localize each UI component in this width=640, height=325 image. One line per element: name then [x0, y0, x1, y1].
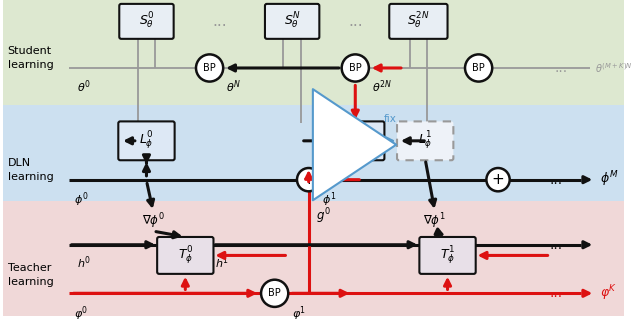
- FancyBboxPatch shape: [119, 4, 173, 39]
- Text: $\theta^{0}$: $\theta^{0}$: [77, 79, 90, 95]
- Text: DLN
learning: DLN learning: [8, 158, 53, 182]
- Bar: [3, 201, 624, 316]
- FancyBboxPatch shape: [118, 122, 175, 160]
- Text: $\phi^{0}$: $\phi^{0}$: [74, 190, 88, 209]
- Text: $\varphi^{0}$: $\varphi^{0}$: [74, 304, 88, 323]
- Bar: [3, 105, 624, 201]
- Text: ...: ...: [550, 238, 563, 252]
- Text: Student
learning: Student learning: [8, 46, 53, 70]
- Text: ...: ...: [212, 14, 227, 29]
- Text: fix: fix: [384, 114, 397, 124]
- Circle shape: [196, 54, 223, 82]
- Text: $L_{\phi}^{0}$: $L_{\phi}^{0}$: [139, 130, 154, 152]
- Bar: [3, 0, 624, 105]
- Text: $\varphi^{K}$: $\varphi^{K}$: [600, 283, 617, 303]
- Text: $\theta^{N}$: $\theta^{N}$: [226, 79, 241, 95]
- Text: $S_{\theta}^{0}$: $S_{\theta}^{0}$: [139, 11, 154, 32]
- Text: ...: ...: [550, 173, 563, 187]
- Circle shape: [261, 280, 288, 307]
- FancyBboxPatch shape: [265, 4, 319, 39]
- Text: $\varphi^{1}$: $\varphi^{1}$: [292, 304, 306, 323]
- Text: +: +: [302, 172, 315, 187]
- Text: ...: ...: [348, 14, 363, 29]
- Text: BP: BP: [472, 63, 485, 73]
- FancyBboxPatch shape: [157, 237, 214, 274]
- FancyBboxPatch shape: [419, 237, 476, 274]
- Circle shape: [465, 54, 492, 82]
- FancyBboxPatch shape: [389, 4, 447, 39]
- Text: $\nabla\phi^{1}$: $\nabla\phi^{1}$: [424, 212, 447, 231]
- Text: $\phi^{M}$: $\phi^{M}$: [600, 170, 619, 189]
- Text: $L_{\phi}^{1}$: $L_{\phi}^{1}$: [348, 130, 362, 152]
- Text: $T_{\phi}^{0}$: $T_{\phi}^{0}$: [177, 244, 193, 266]
- Text: $\nabla\phi^{0}$: $\nabla\phi^{0}$: [141, 212, 165, 231]
- Circle shape: [297, 168, 320, 191]
- Text: BP: BP: [349, 63, 362, 73]
- Text: $g^{0}$: $g^{0}$: [316, 207, 331, 227]
- Text: $L_{\phi}^{1}$: $L_{\phi}^{1}$: [418, 130, 433, 152]
- Text: $h^{1}$: $h^{1}$: [216, 254, 230, 271]
- FancyBboxPatch shape: [326, 122, 385, 160]
- Text: $\theta^{(M+K)N}$: $\theta^{(M+K)N}$: [595, 61, 633, 75]
- FancyBboxPatch shape: [397, 122, 453, 160]
- Circle shape: [342, 54, 369, 82]
- Text: ...: ...: [550, 286, 563, 300]
- Text: +: +: [492, 172, 504, 187]
- Text: $T_{\phi}^{1}$: $T_{\phi}^{1}$: [440, 244, 455, 266]
- Text: BP: BP: [204, 63, 216, 73]
- Text: ...: ...: [555, 61, 568, 75]
- Circle shape: [486, 168, 509, 191]
- Text: $S_{\theta}^{N}$: $S_{\theta}^{N}$: [284, 11, 301, 32]
- Text: $h^{0}$: $h^{0}$: [77, 254, 91, 271]
- Text: $\theta^{2N}$: $\theta^{2N}$: [372, 79, 392, 95]
- Text: $\phi^{1}$: $\phi^{1}$: [323, 190, 337, 209]
- Text: BP: BP: [268, 288, 281, 298]
- Text: $S_{\theta}^{2N}$: $S_{\theta}^{2N}$: [407, 11, 429, 32]
- Text: Teacher
learning: Teacher learning: [8, 263, 53, 287]
